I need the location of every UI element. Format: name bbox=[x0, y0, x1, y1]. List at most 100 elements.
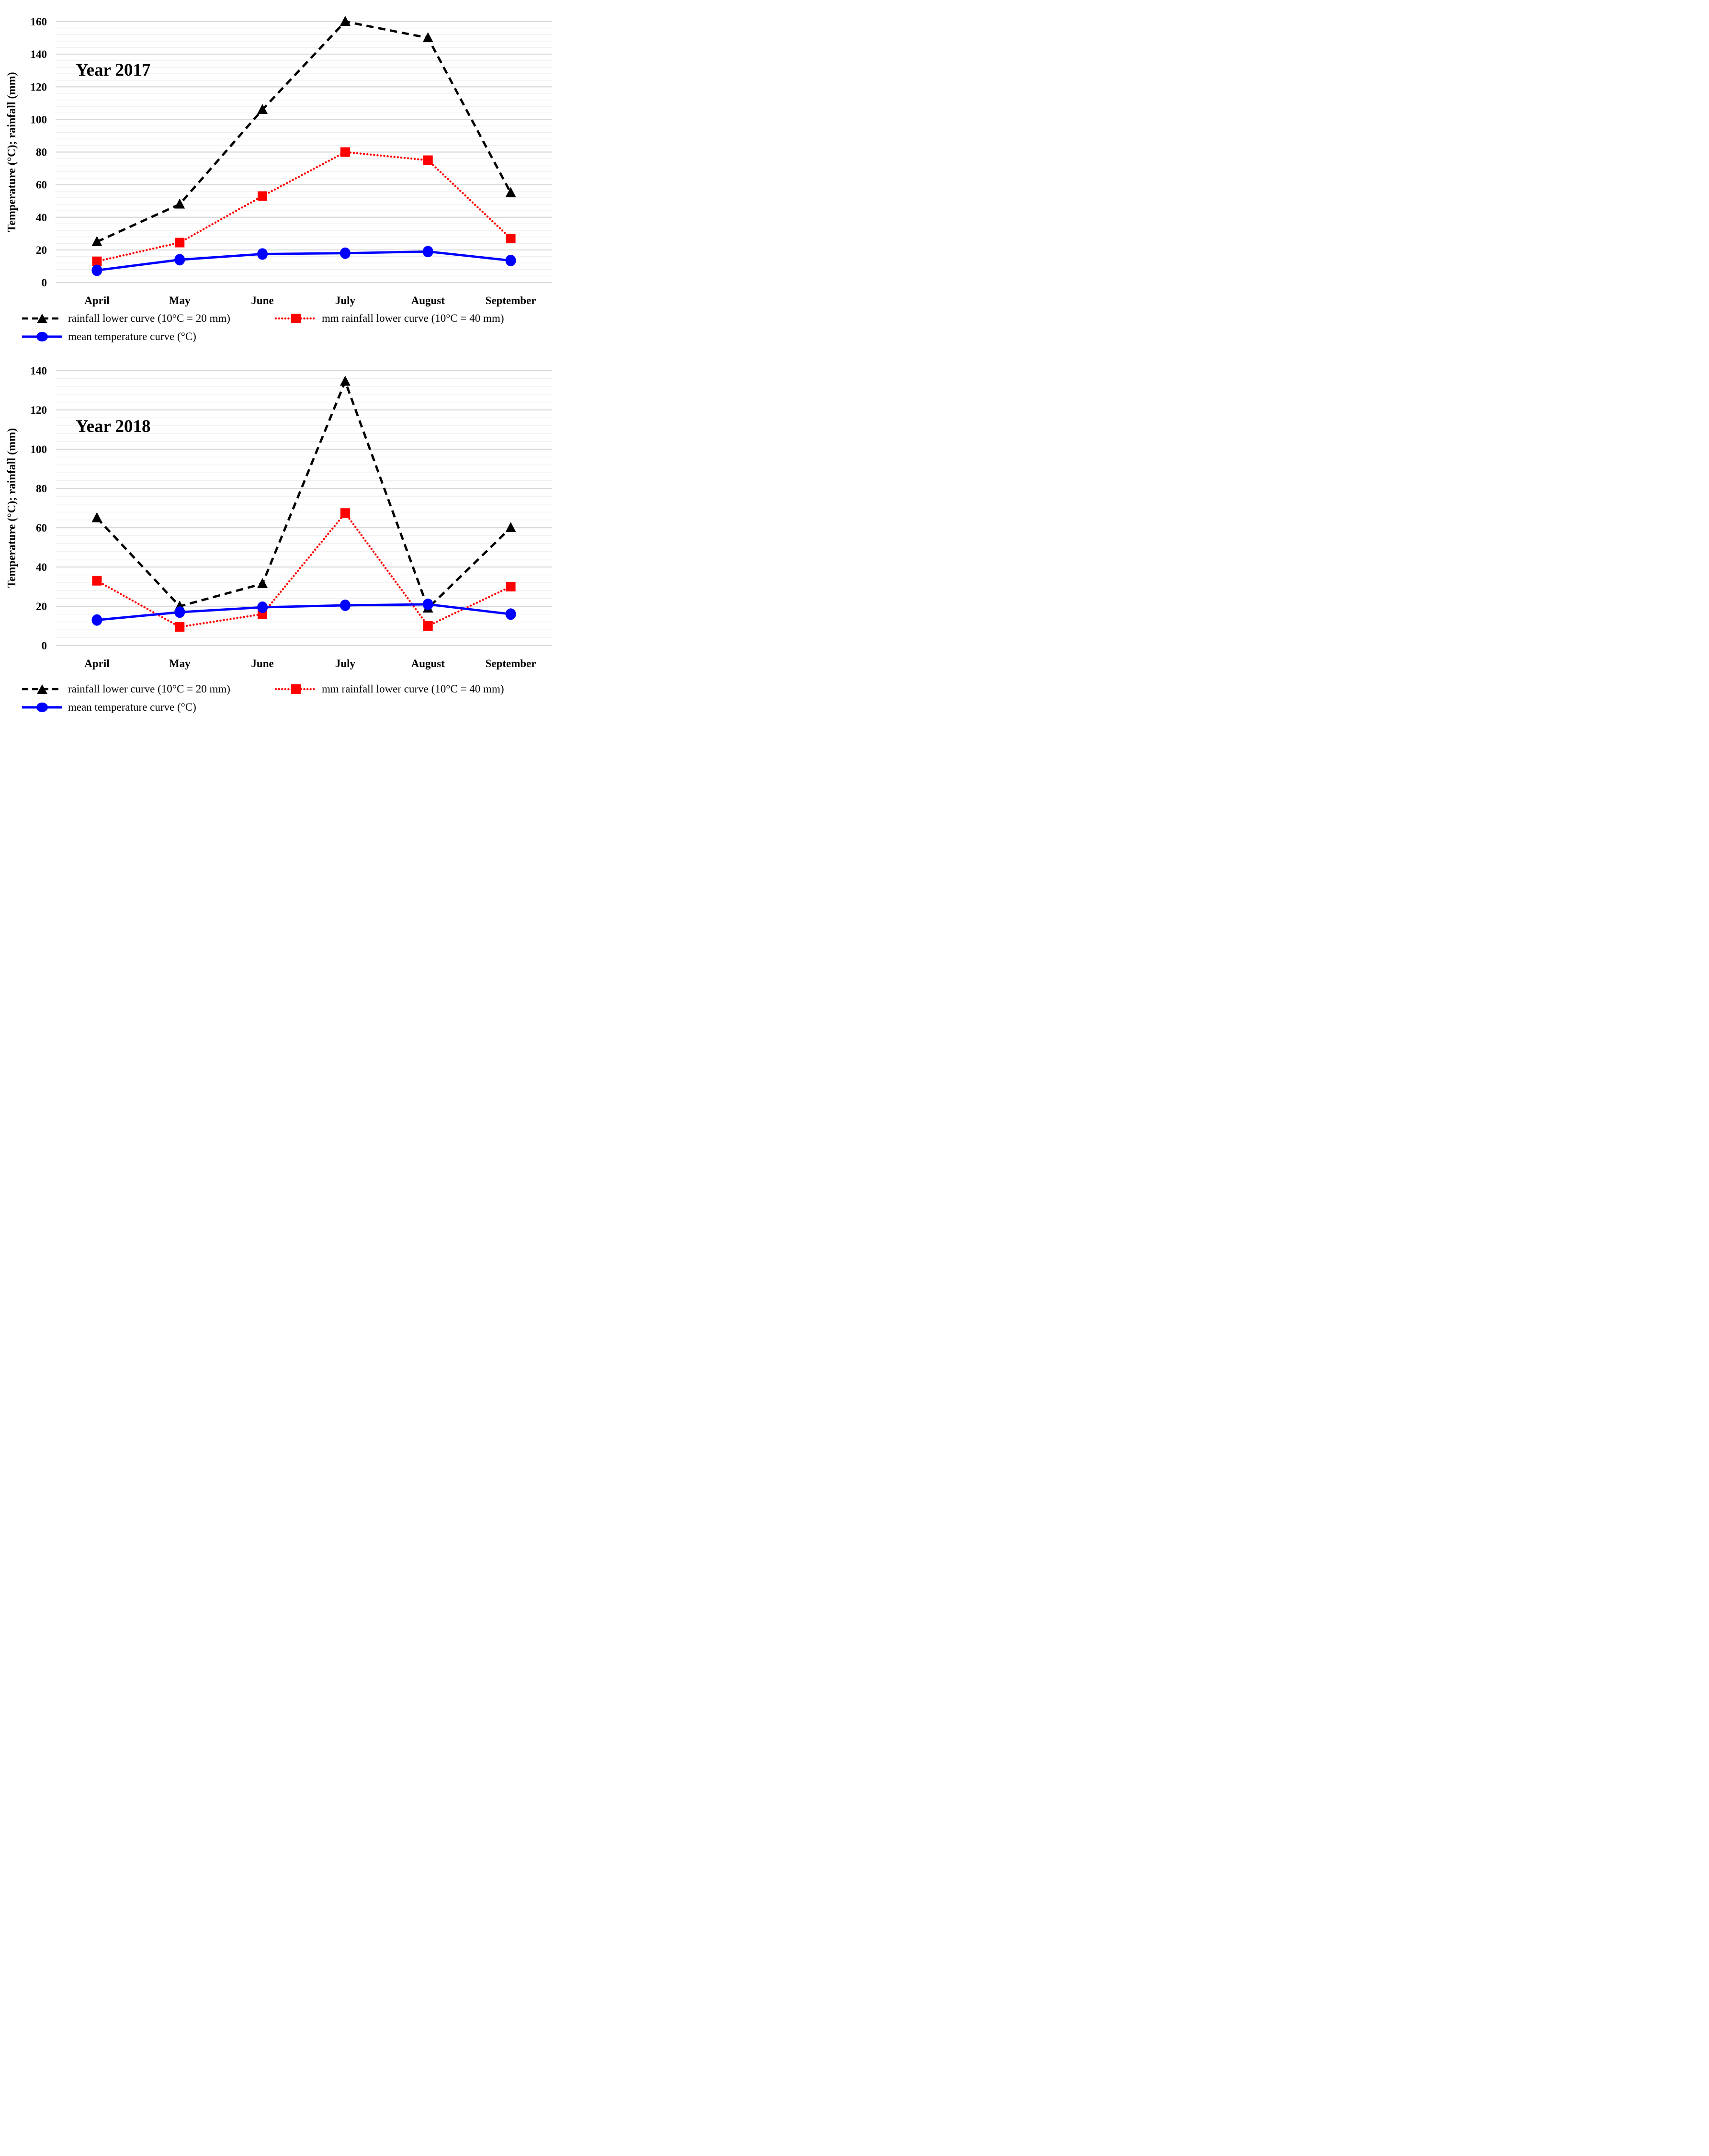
x-axis-category-label: May bbox=[169, 295, 191, 306]
series-line-1 bbox=[96, 151, 512, 262]
x-axis-category-label: June bbox=[251, 295, 273, 306]
y-axis-tick-label: 80 bbox=[36, 483, 47, 495]
triangle-marker bbox=[91, 236, 102, 246]
y-axis-tick-label: 20 bbox=[36, 601, 47, 613]
square-marker bbox=[175, 238, 185, 248]
y-axis-tick-label: 0 bbox=[42, 640, 47, 652]
legend-key-circle-icon bbox=[22, 332, 62, 341]
legend-key-square-icon bbox=[275, 684, 317, 694]
square-marker bbox=[92, 576, 102, 586]
plot-2017: 0 20 40 60 80 100 120 140 160 April May June July Aug… bbox=[6, 16, 552, 306]
series-line-2 bbox=[97, 603, 511, 622]
x-axis-category-label: April bbox=[84, 295, 109, 306]
y-axis-tick-label: 40 bbox=[36, 561, 47, 573]
circle-marker bbox=[91, 264, 102, 276]
y-axis-tick-label: 40 bbox=[36, 212, 47, 224]
circle-marker bbox=[174, 254, 185, 266]
square-marker bbox=[291, 314, 301, 323]
chart-title: Year 2018 bbox=[76, 417, 151, 436]
legend-item-2: mean temperature curve (°C) bbox=[21, 330, 275, 343]
y-axis-tick-label: 120 bbox=[31, 81, 47, 93]
legend-item-2: mean temperature curve (°C) bbox=[21, 701, 275, 714]
triangle-marker bbox=[91, 512, 102, 522]
x-axis-category-label: July bbox=[335, 658, 356, 669]
legend-label: mm rainfall lower curve (10°C = 40 mm) bbox=[322, 683, 504, 695]
y-axis-tick-label: 60 bbox=[36, 179, 47, 191]
triangle-marker bbox=[37, 684, 47, 694]
circle-marker bbox=[174, 606, 185, 618]
plot-2018: 0 20 40 60 80 100 120 140 April May June July August… bbox=[6, 365, 552, 669]
chart-2018: 0 20 40 60 80 100 120 140 April May June July August… bbox=[0, 355, 570, 726]
chart-title: Year 2017 bbox=[76, 60, 151, 80]
x-axis-category-label: August bbox=[411, 295, 445, 306]
circle-marker bbox=[36, 332, 48, 341]
triangle-marker bbox=[174, 198, 185, 209]
series-line-2 bbox=[97, 250, 511, 272]
legend-item-1: mm rainfall lower curve (10°C = 40 mm) bbox=[275, 683, 570, 695]
circle-marker bbox=[257, 601, 268, 613]
triangle-marker bbox=[37, 314, 47, 323]
x-axis-category-label: April bbox=[84, 658, 109, 669]
legend-label: rainfall lower curve (10°C = 20 mm) bbox=[68, 683, 230, 695]
square-marker bbox=[175, 622, 185, 632]
circle-marker bbox=[422, 598, 433, 610]
y-axis-tick-label: 120 bbox=[31, 404, 47, 416]
square-marker bbox=[506, 234, 516, 244]
square-marker bbox=[340, 508, 350, 518]
legend-2017: rainfall lower curve (10°C = 20 mm) mm ra… bbox=[0, 311, 570, 355]
x-axis-category-label: September bbox=[486, 295, 536, 306]
triangle-marker bbox=[257, 103, 268, 114]
legend-key-triangle-icon bbox=[22, 314, 62, 323]
legend-label: mm rainfall lower curve (10°C = 40 mm) bbox=[322, 312, 504, 324]
figure: 0 20 40 60 80 100 120 140 160 April May June July Aug… bbox=[0, 0, 570, 726]
circle-marker bbox=[340, 599, 351, 611]
legend-item-1: mm rainfall lower curve (10°C = 40 mm) bbox=[275, 312, 570, 325]
legend-2018: rainfall lower curve (10°C = 20 mm) mm ra… bbox=[0, 682, 570, 726]
x-axis-category-label: August bbox=[411, 658, 445, 669]
legend-label: mean temperature curve (°C) bbox=[68, 701, 196, 713]
legend-key-circle-icon bbox=[22, 703, 62, 712]
y-axis-tick-label: 0 bbox=[42, 277, 47, 289]
legend-item-0: rainfall lower curve (10°C = 20 mm) bbox=[21, 683, 275, 695]
square-marker bbox=[291, 684, 301, 694]
triangle-marker bbox=[257, 578, 268, 588]
y-axis-tick-label: 80 bbox=[36, 147, 47, 159]
circle-marker bbox=[91, 614, 102, 626]
circle-marker bbox=[36, 703, 48, 712]
series-line-1 bbox=[96, 511, 512, 628]
circle-marker bbox=[505, 608, 516, 620]
y-axis-tick-label: 140 bbox=[31, 365, 47, 377]
triangle-marker bbox=[505, 522, 516, 532]
y-axis-tick-label: 100 bbox=[31, 443, 47, 455]
square-marker bbox=[423, 155, 433, 165]
y-axis-tick-label: 160 bbox=[31, 16, 47, 28]
square-marker bbox=[258, 191, 268, 201]
circle-marker bbox=[257, 248, 268, 260]
x-axis-category-label: July bbox=[335, 295, 356, 306]
triangle-marker bbox=[422, 32, 433, 43]
triangle-marker bbox=[340, 16, 351, 26]
legend-label: mean temperature curve (°C) bbox=[68, 330, 196, 342]
y-axis-tick-label: 140 bbox=[31, 48, 47, 60]
series-line-0 bbox=[96, 20, 512, 243]
x-axis-category-label: June bbox=[251, 658, 273, 669]
triangle-marker bbox=[340, 375, 351, 386]
legend-key-triangle-icon bbox=[22, 684, 62, 694]
circle-marker bbox=[422, 246, 433, 258]
square-marker bbox=[92, 256, 102, 266]
chart-2017: 0 20 40 60 80 100 120 140 160 April May June July Aug… bbox=[0, 0, 570, 355]
square-marker bbox=[423, 621, 433, 631]
legend-key-square-icon bbox=[275, 314, 317, 323]
circle-marker bbox=[505, 255, 516, 267]
legend-label: rainfall lower curve (10°C = 20 mm) bbox=[68, 312, 230, 324]
y-axis-tick-label: 20 bbox=[36, 244, 47, 256]
square-marker bbox=[506, 582, 516, 591]
square-marker bbox=[340, 147, 350, 157]
legend-item-0: rainfall lower curve (10°C = 20 mm) bbox=[21, 312, 275, 325]
triangle-marker bbox=[505, 187, 516, 197]
y-axis-tick-label: 100 bbox=[31, 113, 47, 125]
circle-marker bbox=[340, 247, 351, 259]
x-axis-category-label: September bbox=[486, 658, 536, 669]
y-axis-title: Temperature (°C); rainfall (mm) bbox=[6, 72, 18, 232]
x-axis-category-label: May bbox=[169, 658, 191, 669]
